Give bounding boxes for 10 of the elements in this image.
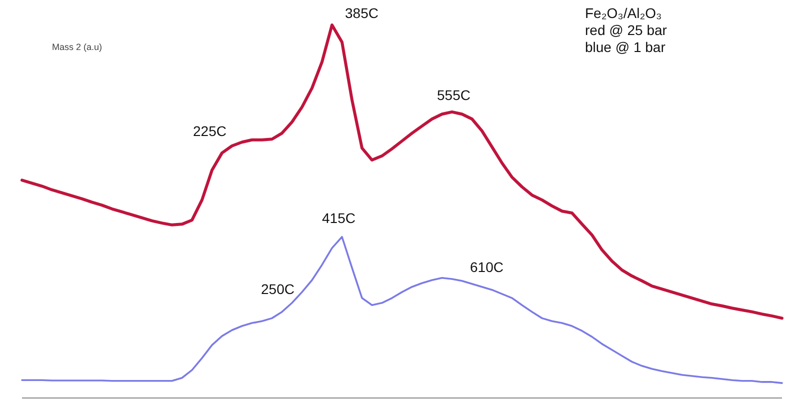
y-axis-title: Mass 2 (a.u)	[52, 42, 102, 52]
annotation: 250C	[261, 281, 294, 297]
annotation: 610C	[470, 259, 504, 275]
text: 385C	[345, 5, 378, 21]
annotation: 225C	[193, 123, 226, 139]
annotation: 415C	[322, 210, 356, 226]
annotation: 555C	[437, 87, 470, 103]
annotation: red @ 25 bar	[585, 22, 668, 38]
text: Fe₂O₃/Al₂O₃	[585, 5, 662, 21]
annotation: blue @ 1 bar	[585, 39, 666, 55]
